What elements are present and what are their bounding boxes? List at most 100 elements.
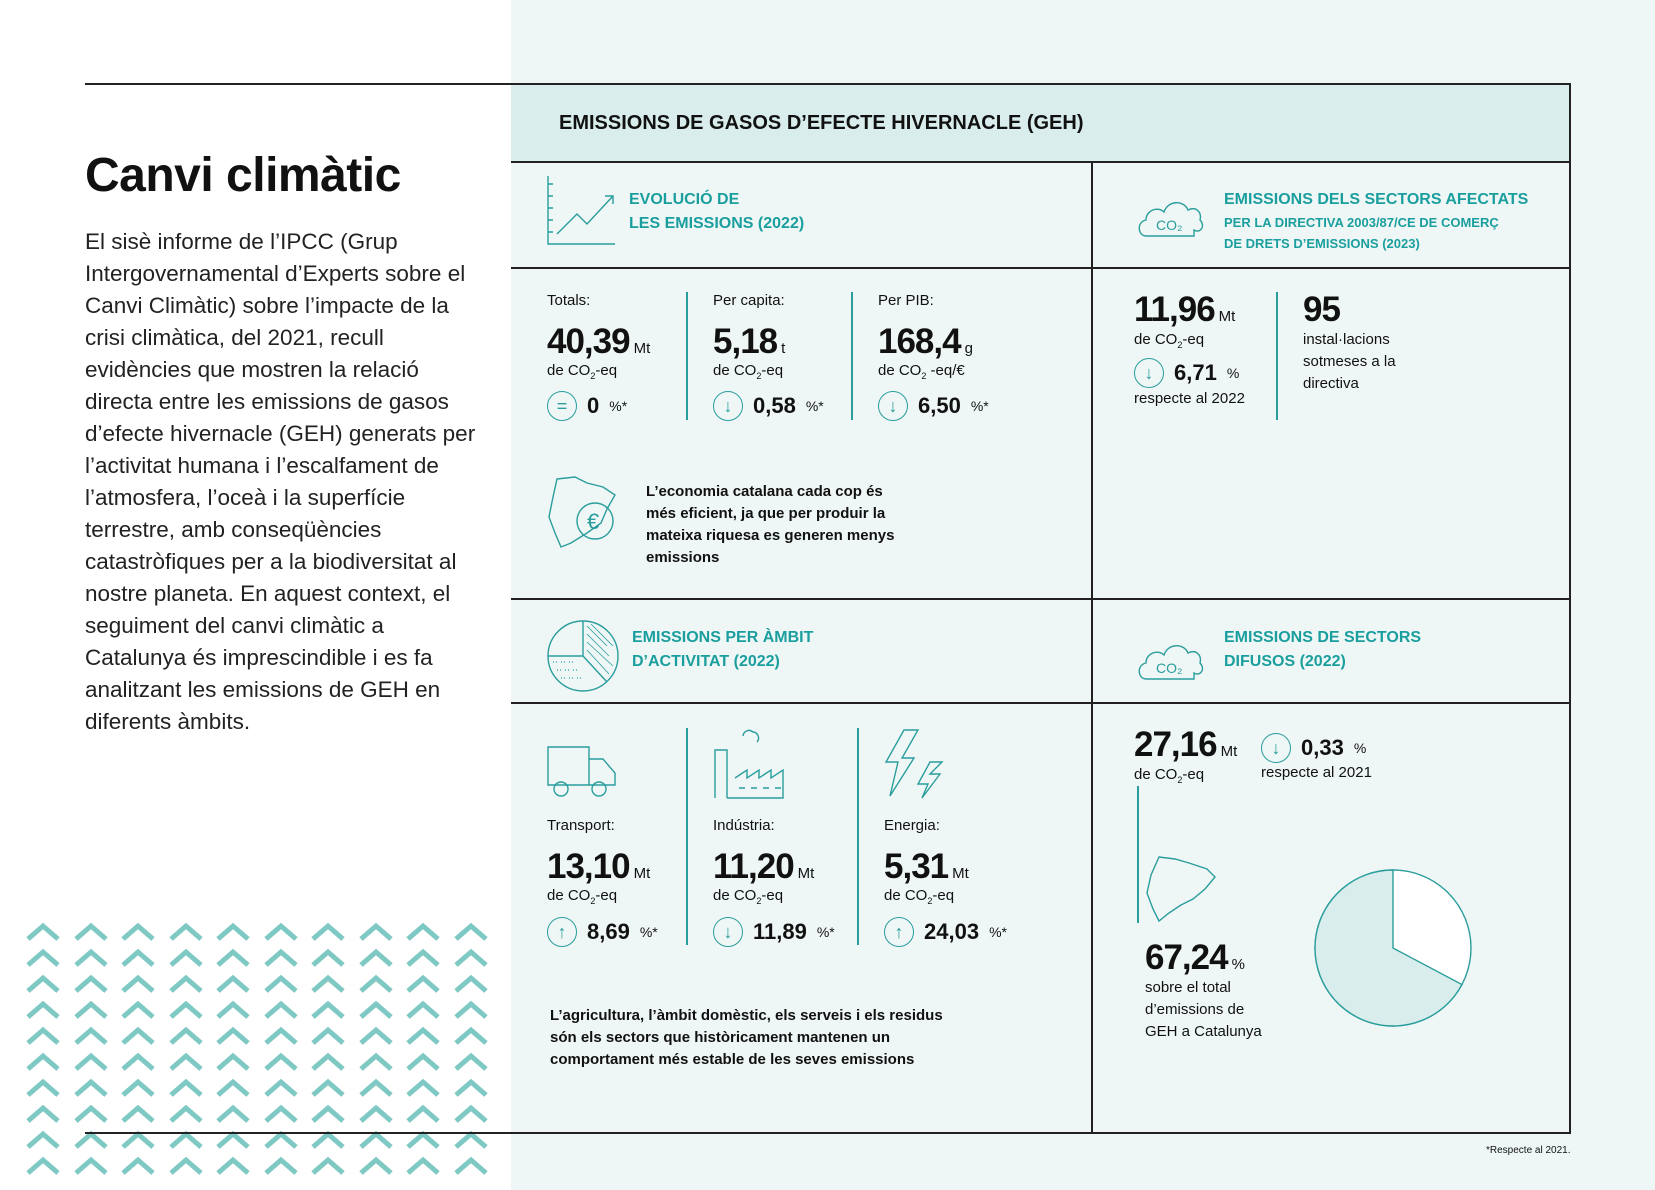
stable-sectors-note: L’agricultura, l’àmbit domèstic, els ser…	[550, 1007, 943, 1068]
divider	[511, 267, 1571, 269]
chevron-up-icon	[216, 974, 250, 993]
chevron-up-icon	[406, 1130, 440, 1149]
panel-background	[511, 0, 1655, 1190]
arrow-down-icon: ↓	[713, 917, 743, 947]
unit-label: de CO2-eq	[547, 887, 618, 906]
section-title: EMISSIONS PER ÀMBIT D’ACTIVITAT (2022)	[632, 629, 814, 670]
chevron-up-icon	[26, 1130, 60, 1149]
installations-text: instal·lacions sotmeses a la directiva	[1303, 331, 1396, 392]
chevron-up-icon	[73, 1130, 108, 1149]
chevron-up-icon	[263, 948, 298, 967]
chevron-up-icon	[406, 1000, 440, 1019]
chevron-up-icon	[453, 948, 488, 967]
chevron-up-icon	[311, 948, 345, 967]
chevron-up-icon	[358, 1000, 393, 1019]
catalonia-euro-icon: €	[548, 476, 616, 548]
chevron-up-icon	[358, 1104, 393, 1123]
chevron-up-icon	[311, 974, 345, 993]
divider	[1569, 83, 1571, 1133]
chevron-up-icon	[121, 922, 155, 941]
chevron-up-icon	[406, 1078, 440, 1097]
chevron-up-icon	[311, 1000, 345, 1019]
respect-label: respecte al 2021	[1261, 764, 1372, 781]
change-indicator: ↓ 0,58 %*	[713, 391, 824, 421]
chevron-up-icon	[311, 1104, 345, 1123]
chevron-up-icon	[216, 1130, 250, 1149]
chevron-up-icon	[73, 1156, 108, 1175]
chevron-up-icon	[263, 922, 298, 941]
chevron-up-icon	[168, 1026, 203, 1045]
divider	[686, 292, 688, 420]
change-indicator: ↓ 6,71%	[1134, 358, 1239, 388]
chevron-up-icon	[263, 974, 298, 993]
stat-label: Per capita:	[713, 292, 785, 309]
chevron-up-icon	[358, 948, 393, 967]
stat-value: 13,10 Mt	[547, 847, 651, 886]
chevron-up-icon	[358, 1026, 393, 1045]
share-text: sobre el total d’emissions de GEH a Cata…	[1145, 979, 1262, 1040]
chevron-up-icon	[73, 1000, 108, 1019]
line-chart-icon	[547, 176, 615, 245]
chevron-up-icon	[26, 1156, 60, 1175]
arrow-up-icon: ↑	[884, 917, 914, 947]
chevron-up-icon	[358, 922, 393, 941]
chevron-up-icon	[121, 1078, 155, 1097]
chevron-up-icon	[453, 1052, 488, 1071]
chevron-up-icon	[73, 922, 108, 941]
divider	[85, 83, 1571, 85]
respect-label: respecte al 2022	[1134, 390, 1245, 407]
divider	[857, 728, 859, 945]
chevron-up-icon	[168, 1104, 203, 1123]
stat-value: 40,39 Mt	[547, 322, 651, 361]
arrow-down-icon: ↓	[878, 391, 908, 421]
section-title: EMISSIONS DELS SECTORS AFECTATS PER LA DI…	[1224, 191, 1529, 251]
lightning-icon	[884, 729, 944, 799]
page-title: Canvi climàtic	[85, 149, 401, 202]
chevron-up-icon	[121, 1026, 155, 1045]
chevron-up-icon	[168, 948, 203, 967]
chevron-up-icon	[216, 1078, 250, 1097]
chevron-up-icon	[263, 1130, 298, 1149]
chevron-up-icon	[216, 1026, 250, 1045]
chevron-up-icon	[216, 1000, 250, 1019]
chevron-up-icon	[168, 922, 203, 941]
change-indicator: ↓ 0,33%	[1261, 733, 1366, 763]
chevron-up-icon	[26, 948, 60, 967]
chevron-up-icon	[121, 1156, 155, 1175]
stat-label: Totals:	[547, 292, 591, 309]
chevron-up-icon	[121, 1130, 155, 1149]
chevron-up-icon	[263, 1156, 298, 1175]
chevron-up-icon	[216, 948, 250, 967]
pie-chart-icon	[547, 620, 619, 692]
chevron-up-icon	[26, 1104, 60, 1123]
stat-label: Energia:	[884, 817, 940, 834]
chevron-up-icon	[358, 1078, 393, 1097]
chevron-up-icon	[26, 1026, 60, 1045]
chevron-up-icon	[406, 948, 440, 967]
divider	[511, 598, 1571, 600]
divider	[1137, 786, 1139, 923]
footnote: *Respecte al 2021.	[1486, 1145, 1571, 1156]
arrow-up-icon: ↑	[547, 917, 577, 947]
economy-note: L’economia catalana cada cop és més efic…	[646, 483, 895, 566]
stat-value: 11,20 Mt	[713, 847, 815, 886]
chevron-up-icon	[73, 974, 108, 993]
chevron-up-icon	[121, 1052, 155, 1071]
chevron-up-icon	[168, 1000, 203, 1019]
chevron-up-icon	[406, 1156, 440, 1175]
stat-value: 5,18 t	[713, 322, 786, 361]
chevron-up-icon	[168, 1130, 203, 1149]
chevron-up-icon	[263, 1000, 298, 1019]
installations-count: 95	[1303, 290, 1341, 329]
co2-cloud-icon: CO₂	[1138, 202, 1204, 237]
divider	[85, 1132, 1571, 1134]
divider	[1276, 292, 1278, 420]
chevron-up-icon	[73, 1078, 108, 1097]
chevron-up-icon	[311, 1130, 345, 1149]
chevron-up-icon	[453, 1000, 488, 1019]
chevron-up-icon	[453, 1130, 488, 1149]
chevron-up-icon	[73, 1026, 108, 1045]
chevron-up-icon	[121, 974, 155, 993]
unit-label: de CO2-eq	[884, 887, 955, 906]
chevron-up-icon	[26, 922, 60, 941]
